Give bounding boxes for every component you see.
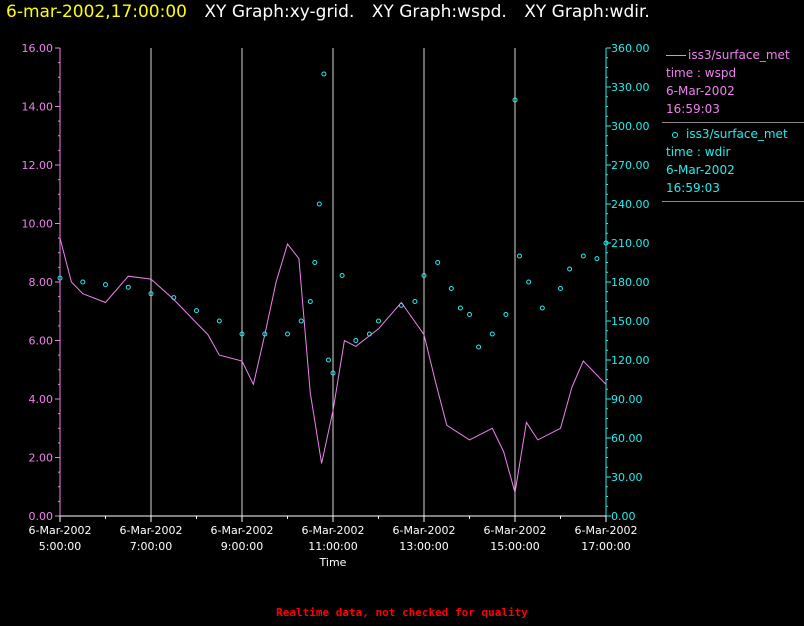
wdir-data-point <box>339 273 345 278</box>
legend-entry-wdir: iss3/surface_met time : wdir 6-Mar-2002 … <box>662 123 804 202</box>
y-left-tick-label: 14.00 <box>22 101 54 114</box>
wdir-data-point <box>594 256 600 262</box>
wdir-data-point <box>325 357 331 363</box>
x-tick-time: 13:00:00 <box>399 540 448 553</box>
wdir-data-point <box>503 312 509 317</box>
wdir-data-point <box>316 201 322 207</box>
y-left-tick-label: 4.00 <box>29 393 54 406</box>
legend-field: time : wdir <box>666 145 731 159</box>
wdir-data-point <box>103 282 108 288</box>
x-tick-date: 6-Mar-2002 <box>393 524 456 537</box>
wdir-data-point <box>558 286 563 291</box>
legend-time: 16:59:03 <box>666 102 720 116</box>
y-left-tick-label: 12.00 <box>22 159 54 172</box>
wdir-data-point <box>412 299 418 304</box>
wdir-data-point <box>539 305 545 311</box>
legend: iss3/surface_met time : wspd 6-Mar-2002 … <box>662 44 804 202</box>
wdir-data-point <box>448 286 454 291</box>
y-left-tick-label: 16.00 <box>22 42 54 55</box>
x-tick-time: 17:00:00 <box>581 540 630 553</box>
y-right-tick-label: 210.00 <box>611 237 650 250</box>
wdir-data-point <box>262 331 268 337</box>
wdir-data-point <box>489 331 495 337</box>
wdir-data-point <box>398 302 404 308</box>
y-right-tick-label: 60.00 <box>611 432 643 445</box>
wdir-data-point <box>216 318 222 324</box>
y-right-tick-label: 270.00 <box>611 159 650 172</box>
x-tick-time: 9:00:00 <box>221 540 263 553</box>
wdir-data-point <box>457 305 463 311</box>
y-left-tick-label: 0.00 <box>29 510 54 523</box>
legend-date: 6-Mar-2002 <box>666 163 735 177</box>
wdir-data-point <box>603 240 609 246</box>
y-left-tick-label: 2.00 <box>29 452 54 465</box>
legend-field: time : wspd <box>666 66 737 80</box>
line-swatch-icon <box>666 55 686 56</box>
wdir-data-point <box>526 279 532 285</box>
wdir-data-point <box>57 275 63 281</box>
graph-name-wspd: XY Graph:wspd. <box>371 2 507 22</box>
wdir-data-point <box>376 318 381 324</box>
wdir-data-point <box>194 308 199 314</box>
wdir-data-point <box>517 253 522 259</box>
wdir-data-point <box>125 284 131 290</box>
header-time: 6-mar-2002,17:00:00 <box>6 2 187 22</box>
wdir-data-point <box>353 338 359 343</box>
wdir-data-point <box>330 370 336 376</box>
wdir-data-point <box>321 71 327 77</box>
y-right-tick-label: 330.00 <box>611 81 650 94</box>
wdir-data-point <box>567 266 573 272</box>
circle-marker-icon <box>672 131 678 138</box>
x-tick-time: 15:00:00 <box>490 540 539 553</box>
wspd-series-line <box>59 237 607 493</box>
y-left-tick-label: 6.00 <box>29 335 54 348</box>
x-tick-date: 6-Mar-2002 <box>575 524 638 537</box>
wdir-data-point <box>421 273 427 278</box>
wdir-data-point <box>476 344 482 350</box>
y-right-tick-label: 240.00 <box>611 198 650 211</box>
x-tick-date: 6-Mar-2002 <box>302 524 365 537</box>
legend-series: iss3/surface_met <box>686 127 788 141</box>
y-left-tick-label: 8.00 <box>29 276 54 289</box>
wdir-data-point <box>512 97 518 103</box>
x-tick-time: 11:00:00 <box>308 540 357 553</box>
wdir-data-point <box>435 260 441 265</box>
legend-series: iss3/surface_met <box>688 48 790 62</box>
y-left-tick-label: 10.00 <box>22 218 54 231</box>
wdir-data-point <box>312 260 318 265</box>
x-tick-time: 5:00:00 <box>39 540 81 553</box>
x-tick-date: 6-Mar-2002 <box>211 524 274 537</box>
legend-date: 6-Mar-2002 <box>666 84 735 98</box>
y-right-tick-label: 360.00 <box>611 42 650 55</box>
wdir-data-point <box>80 279 86 285</box>
legend-time: 16:59:03 <box>666 181 720 195</box>
wdir-data-point <box>171 295 177 301</box>
x-tick-time: 7:00:00 <box>130 540 172 553</box>
wdir-data-point <box>148 291 154 297</box>
wdir-data-point <box>298 318 304 324</box>
x-axis-title: Time <box>319 556 347 569</box>
legend-entry-wspd: iss3/surface_met time : wspd 6-Mar-2002 … <box>662 44 804 123</box>
y-right-tick-label: 180.00 <box>611 276 650 289</box>
wdir-data-point <box>580 253 586 259</box>
y-right-tick-label: 0.00 <box>611 510 636 523</box>
y-right-tick-label: 90.00 <box>611 393 643 406</box>
graph-name-wdir: XY Graph:wdir. <box>524 2 650 22</box>
graph-name-xy-grid: XY Graph:xy-grid. <box>204 2 355 22</box>
y-right-tick-label: 150.00 <box>611 315 650 328</box>
wdir-data-point <box>307 299 313 304</box>
wdir-data-point <box>239 331 245 337</box>
y-right-tick-label: 30.00 <box>611 471 643 484</box>
x-tick-date: 6-Mar-2002 <box>120 524 183 537</box>
wdir-data-point <box>285 331 290 337</box>
quality-warning: Realtime data, not checked for quality <box>276 606 528 619</box>
y-right-tick-label: 120.00 <box>611 354 650 367</box>
x-tick-date: 6-Mar-2002 <box>29 524 92 537</box>
x-tick-date: 6-Mar-2002 <box>484 524 547 537</box>
chart-header: 6-mar-2002,17:00:00 XY Graph:xy-grid. XY… <box>6 0 650 24</box>
y-right-tick-label: 300.00 <box>611 120 650 133</box>
wdir-data-point <box>467 312 472 317</box>
wdir-data-point <box>366 331 372 337</box>
